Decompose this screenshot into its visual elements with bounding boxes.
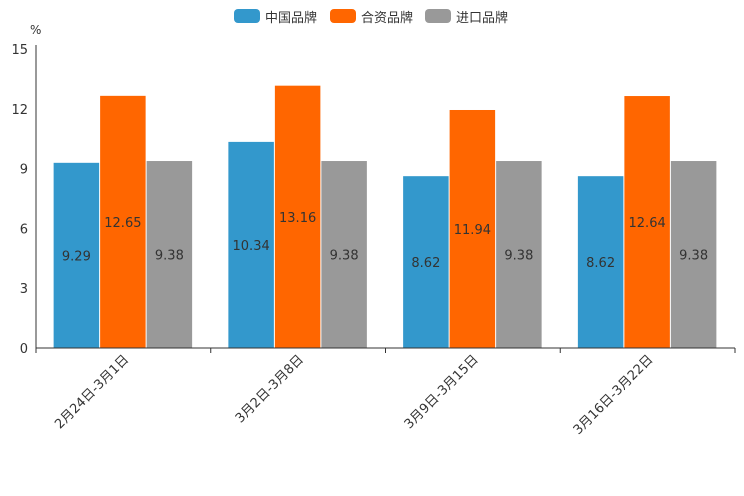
legend-label-joint-venture-brand: 合资品牌: [361, 10, 414, 26]
bar-value-label: 10.34: [233, 239, 270, 254]
bar-value-label: 8.62: [586, 256, 615, 271]
y-tick-label: 12: [11, 103, 28, 118]
legend-label-import-brand: 进口品牌: [456, 10, 509, 26]
legend-item-china-brand[interactable]: 中国品牌: [234, 6, 317, 26]
bar[interactable]: [449, 109, 496, 348]
bar-value-label: 12.65: [104, 216, 141, 231]
bar[interactable]: [670, 161, 717, 348]
x-category-label: 2月24日-3月1日: [52, 352, 132, 432]
bar-value-label: 9.38: [155, 249, 184, 264]
bar[interactable]: [274, 85, 321, 348]
bar-value-label: 11.94: [454, 223, 491, 238]
bar[interactable]: [146, 161, 193, 348]
bar[interactable]: [624, 96, 670, 348]
bar-value-label: 13.16: [279, 211, 316, 226]
bars: 9.29 12.65 9.38 10.34 13.16 9.38 8.62 11.94 9.38…: [53, 85, 717, 349]
bar-value-label: 12.64: [629, 216, 666, 231]
bar[interactable]: [321, 161, 367, 348]
bar-value-label: 9.38: [504, 249, 533, 264]
bar-value-label: 9.38: [679, 249, 708, 264]
legend-item-import-brand[interactable]: 进口品牌: [425, 6, 508, 26]
legend-label-china-brand: 中国品牌: [265, 10, 318, 26]
y-tick-label: 9: [20, 163, 28, 178]
legend-swatch-import-brand: [425, 9, 451, 23]
bar[interactable]: [577, 176, 624, 348]
legend: 中国品牌 合资品牌 进口品牌: [0, 6, 744, 26]
bar[interactable]: [403, 176, 449, 348]
x-category-label: 3月2日-3月8日: [233, 352, 307, 426]
bar[interactable]: [53, 162, 100, 348]
bar[interactable]: [496, 161, 542, 348]
y-tick-label: 0: [20, 342, 28, 357]
bar[interactable]: [228, 141, 274, 348]
bar-value-label: 9.29: [62, 249, 91, 264]
bar-value-label: 9.38: [330, 249, 359, 264]
x-axis: 2月24日-3月1日 3月2日-3月8日 3月9日-3月15日 3月16日-3月22日: [35, 347, 736, 438]
bar-value-label: 8.62: [411, 256, 440, 271]
y-axis: 0 3 6 9 12 15: [11, 43, 37, 357]
y-tick-label: 6: [20, 222, 28, 237]
y-tick-label: 15: [11, 43, 28, 58]
legend-swatch-joint-venture-brand: [330, 9, 356, 23]
x-category-label: 3月9日-3月15日: [402, 352, 482, 432]
x-category-label: 3月16日-3月22日: [571, 352, 657, 438]
legend-swatch-china-brand: [234, 9, 260, 23]
y-tick-label: 3: [20, 282, 28, 297]
y-axis-unit-label: %: [30, 23, 41, 37]
legend-item-joint-venture-brand[interactable]: 合资品牌: [330, 6, 413, 26]
bar[interactable]: [100, 95, 146, 349]
